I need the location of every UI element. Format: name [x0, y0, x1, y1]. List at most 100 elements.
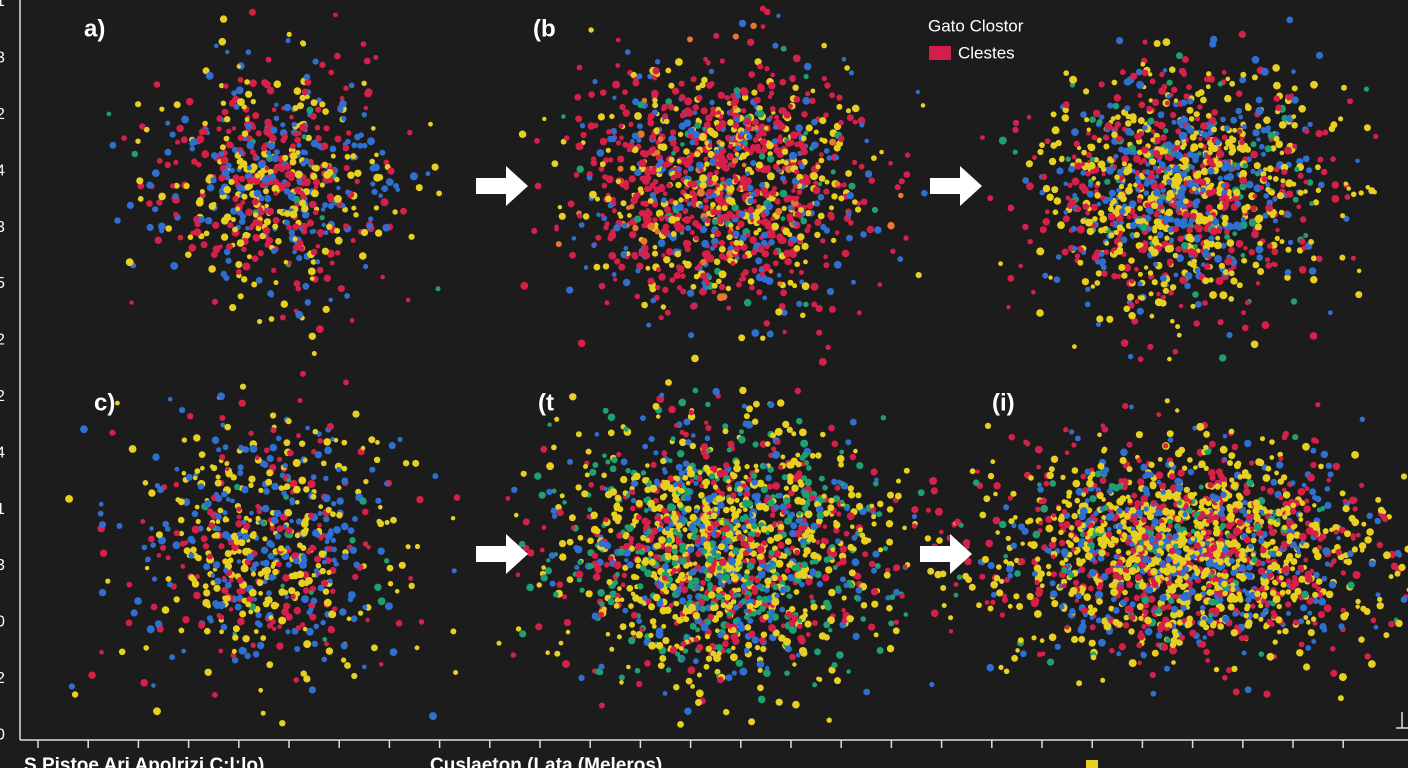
scatter-dot	[680, 657, 686, 662]
scatter-dot	[774, 198, 781, 205]
scatter-dot	[1267, 131, 1275, 140]
scatter-dot	[1291, 122, 1298, 129]
scatter-dot	[694, 151, 701, 158]
scatter-dot	[230, 217, 236, 223]
scatter-dot	[629, 231, 637, 239]
scatter-dot	[377, 597, 386, 606]
scatter-dot	[326, 531, 334, 538]
scatter-dot	[318, 504, 324, 510]
scatter-dot	[278, 165, 286, 173]
scatter-dot	[873, 632, 879, 638]
scatter-dot	[232, 634, 239, 641]
scatter-dot	[109, 429, 116, 436]
scatter-dot	[1089, 116, 1096, 123]
scatter-dot	[339, 96, 345, 101]
scatter-dot	[330, 153, 336, 159]
scatter-dot	[712, 192, 717, 198]
scatter-dot	[246, 141, 255, 150]
scatter-dot	[1037, 148, 1044, 156]
scatter-dot	[661, 253, 666, 258]
scatter-dot	[1242, 124, 1247, 130]
scatter-dot	[270, 619, 276, 625]
scatter-dot	[758, 123, 767, 132]
scatter-dot	[732, 97, 739, 105]
scatter-dot	[1073, 140, 1081, 148]
scatter-dot	[1292, 196, 1299, 203]
scatter-dot	[802, 451, 809, 458]
scatter-dot	[1111, 79, 1118, 86]
scatter-dot	[1127, 353, 1134, 360]
scatter-dot	[1219, 354, 1227, 362]
scatter-dot	[640, 210, 647, 217]
scatter-dot	[705, 217, 711, 224]
scatter-dot	[1298, 266, 1307, 274]
scatter-dot	[321, 656, 328, 663]
scatter-dot	[588, 91, 595, 98]
scatter-dot	[711, 289, 717, 295]
scatter-dot	[513, 512, 519, 518]
scatter-dot	[159, 228, 165, 234]
scatter-dot	[377, 520, 385, 528]
scatter-dot	[652, 97, 658, 104]
scatter-dot	[290, 143, 296, 150]
scatter-dot	[647, 277, 655, 285]
scatter-dot	[362, 508, 369, 516]
scatter-dot	[751, 89, 758, 96]
scatter-dot	[628, 121, 634, 127]
scatter-dot	[274, 533, 282, 540]
scatter-dot	[1297, 189, 1304, 196]
scatter-dot	[198, 216, 205, 223]
scatter-dot	[194, 504, 200, 510]
scatter-dot	[1226, 257, 1233, 264]
scatter-dot	[395, 620, 403, 627]
scatter-dot	[805, 210, 812, 217]
scatter-dot	[257, 318, 263, 325]
scatter-dot	[1151, 202, 1159, 210]
scatter-dot	[1072, 344, 1077, 349]
scatter-dot	[633, 472, 641, 481]
scatter-dot	[322, 494, 331, 503]
scatter-dot	[1111, 131, 1118, 139]
scatter-dot	[823, 148, 830, 154]
scatter-dot	[202, 543, 210, 550]
scatter-dot	[723, 708, 730, 716]
scatter-dot	[1265, 204, 1274, 212]
scatter-dot	[1188, 221, 1193, 226]
scatter-dot	[1108, 189, 1116, 197]
scatter-dot	[1088, 220, 1093, 226]
scatter-dot	[635, 268, 641, 274]
scatter-dot	[661, 467, 667, 472]
scatter-dot	[1065, 195, 1071, 201]
scatter-dot	[1137, 281, 1143, 287]
scatter-dot	[300, 149, 307, 156]
scatter-dot	[99, 650, 104, 655]
scatter-dot	[707, 179, 713, 185]
scatter-dot	[1144, 169, 1151, 176]
scatter-dot	[620, 475, 628, 484]
scatter-dot	[334, 135, 342, 143]
scatter-dot	[303, 486, 310, 493]
scatter-dot	[351, 672, 358, 680]
scatter-dot	[323, 438, 332, 446]
scatter-dot	[1301, 245, 1307, 251]
scatter-dot	[1116, 224, 1124, 231]
scatter-dot	[775, 207, 783, 216]
scatter-dot	[731, 157, 739, 164]
scatter-dot	[204, 627, 211, 635]
scatter-dot	[610, 135, 617, 143]
scatter-dot	[1121, 161, 1127, 167]
scatter-dot	[306, 219, 315, 227]
scatter-dot	[384, 481, 389, 487]
scatter-dot	[639, 175, 645, 182]
scatter-dot	[859, 532, 866, 539]
scatter-dot	[1098, 251, 1105, 257]
scatter-dot	[260, 145, 267, 152]
scatter-dot	[1133, 155, 1141, 163]
scatter-dot	[204, 217, 213, 225]
scatter-dot	[685, 677, 693, 685]
scatter-dot	[1074, 253, 1081, 259]
scatter-dot	[686, 594, 693, 600]
scatter-dot	[1259, 143, 1265, 150]
scatter-dot	[685, 480, 691, 486]
